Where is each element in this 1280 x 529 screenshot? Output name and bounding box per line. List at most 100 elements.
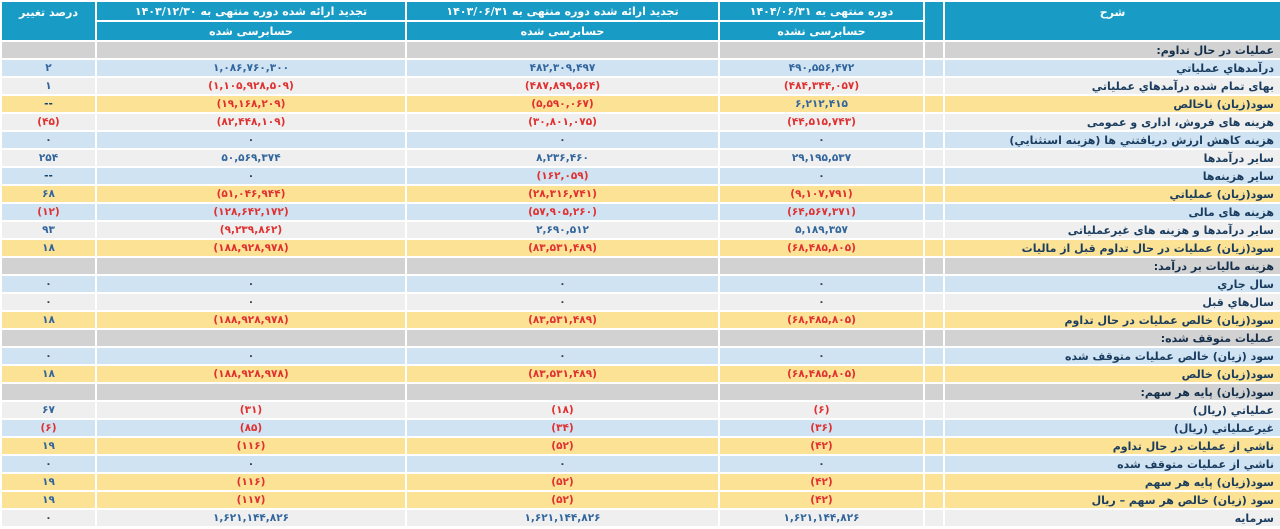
table-row: ناشي از عملیات در حال تداوم (۴۲) (۵۲) (۱۱۶)… [0,437,1279,455]
value-current-period: (۳۶) [717,419,922,437]
table-row: سود (زیان) خالص عملیات متوقف شده ۰ ۰ ۰ ۰ [0,347,1279,365]
spacer-cell [922,347,942,365]
value-restated-fullyear: (۳۱) [94,401,404,419]
value-restated-fullyear: (۸۲,۴۴۸,۱۰۹) [94,113,404,131]
spacer-cell [922,77,942,95]
section-row: عملیات متوقف شده: [0,329,1279,347]
spacer-cell [922,491,942,509]
table-row: سود (زیان) خالص هر سهم – ریال (۴۲) (۵۲) (۱۱… [0,491,1279,509]
value-restated-fullyear: ۰ [94,275,404,293]
spacer-cell [922,95,942,113]
table-row: سود(زیان) عملیات در حال تداوم قبل از مال… [0,239,1279,257]
value-restated-fullyear [94,383,404,401]
row-label: سایر درآمدها و هزینه های غیرعملیاتی [942,221,1279,239]
row-label: سود (زیان) خالص هر سهم – ریال [942,491,1279,509]
col-header-restated-halfyear: تجدید ارائه شده دوره منتهی به ۱۴۰۳/۰۶/۳۱ [404,1,717,21]
subheader-audited-fullyear: حسابرسی شده [94,21,404,41]
value-current-period: ۱,۶۲۱,۱۴۴,۸۲۶ [717,509,922,527]
row-label: سود(زیان) پایه هر سهم: [942,383,1279,401]
value-restated-fullyear: (۱۱۶) [94,473,404,491]
value-percent-change: ۱۹ [0,491,94,509]
value-restated-halfyear: ۰ [404,293,717,311]
value-current-period: ۶,۲۱۲,۴۱۵ [717,95,922,113]
value-percent-change [0,41,94,59]
value-current-period: ۰ [717,455,922,473]
spacer-cell [922,131,942,149]
row-label: سود(زیان) خالص [942,365,1279,383]
value-current-period: ۵,۱۸۹,۳۵۷ [717,221,922,239]
row-label: سایر هزینه‌ها [942,167,1279,185]
value-restated-halfyear: ۲,۶۹۰,۵۱۲ [404,221,717,239]
value-current-period [717,329,922,347]
table-row: سایر درآمدها ۲۹,۱۹۵,۵۳۷ ۸,۲۳۶,۴۶۰ ۵۰,۵۶۹,۳۷… [0,149,1279,167]
value-restated-halfyear: (۳۰,۸۰۱,۰۷۵) [404,113,717,131]
spacer-cell [922,203,942,221]
value-current-period: (۴۸۴,۳۴۴,۰۵۷) [717,77,922,95]
table-row: سال‌هاي قبل ۰ ۰ ۰ ۰ [0,293,1279,311]
row-label: درآمدهاي عملياتي [942,59,1279,77]
value-restated-fullyear [94,329,404,347]
value-restated-halfyear: (۵۲) [404,491,717,509]
value-percent-change: ۲۵۴ [0,149,94,167]
value-current-period: (۶۸,۴۸۵,۸۰۵) [717,365,922,383]
value-percent-change: -- [0,95,94,113]
value-percent-change: (۶) [0,419,94,437]
spacer-cell [922,455,942,473]
table-row: سرمایه ۱,۶۲۱,۱۴۴,۸۲۶ ۱,۶۲۱,۱۴۴,۸۲۶ ۱,۶۲۱,۱۴… [0,509,1279,527]
row-label: سایر درآمدها [942,149,1279,167]
spacer-cell [922,113,942,131]
value-restated-halfyear: (۸۳,۵۳۱,۴۸۹) [404,365,717,383]
value-percent-change: ۰ [0,455,94,473]
income-statement-table: شرح دوره منتهی به ۱۴۰۴/۰۶/۳۱ تجدید ارائه… [0,0,1280,528]
row-label: هزینه کاهش ارزش دریافتني ها (هزینه استثن… [942,131,1279,149]
value-percent-change: ۱۹ [0,473,94,491]
row-label: سرمایه [942,509,1279,527]
value-restated-fullyear: ۰ [94,347,404,365]
section-row: عملیات در حال تداوم: [0,41,1279,59]
table-row: غیرعملیاتي (ریال) (۳۶) (۳۴) (۸۵) (۶) [0,419,1279,437]
value-current-period: ۰ [717,167,922,185]
row-label: سود(زیان) ناخالص [942,95,1279,113]
value-percent-change: ۱۸ [0,311,94,329]
row-label: سود(زیان) عملیات در حال تداوم قبل از مال… [942,239,1279,257]
section-row: سود(زیان) پایه هر سهم: [0,383,1279,401]
spacer-cell [922,419,942,437]
value-restated-halfyear [404,257,717,275]
row-label: بهای تمام شده درآمدهاي عملياتي [942,77,1279,95]
spacer-cell [922,311,942,329]
table-header: شرح دوره منتهی به ۱۴۰۴/۰۶/۳۱ تجدید ارائه… [0,1,1279,41]
row-label: غیرعملیاتي (ریال) [942,419,1279,437]
value-restated-halfyear [404,383,717,401]
value-restated-fullyear: (۸۵) [94,419,404,437]
value-restated-fullyear: ۰ [94,167,404,185]
value-current-period: (۶۸,۴۸۵,۸۰۵) [717,239,922,257]
value-percent-change: ۶۷ [0,401,94,419]
spacer-cell [922,185,942,203]
value-percent-change: ۶۸ [0,185,94,203]
table-row: هزینه کاهش ارزش دریافتني ها (هزینه استثن… [0,131,1279,149]
value-current-period: (۹,۱۰۷,۷۹۱) [717,185,922,203]
subheader-audited-halfyear: حسابرسی شده [404,21,717,41]
value-percent-change: ۲ [0,59,94,77]
value-restated-halfyear: (۵۷,۹۰۵,۲۶۰) [404,203,717,221]
value-restated-halfyear: ۱,۶۲۱,۱۴۴,۸۲۶ [404,509,717,527]
value-current-period: (۴۲) [717,491,922,509]
value-current-period: ۰ [717,131,922,149]
value-percent-change: ۱۸ [0,239,94,257]
value-restated-fullyear: (۱۸۸,۹۲۸,۹۷۸) [94,311,404,329]
value-restated-halfyear: (۵,۵۹۰,۰۶۷) [404,95,717,113]
spacer-cell [922,41,942,59]
value-current-period: ۰ [717,347,922,365]
table-row: هزینه های مالی (۶۴,۵۶۷,۳۷۱) (۵۷,۹۰۵,۲۶۰) (۱… [0,203,1279,221]
value-percent-change: ۰ [0,509,94,527]
spacer-cell [922,383,942,401]
value-current-period: ۰ [717,293,922,311]
value-restated-halfyear: (۱۸) [404,401,717,419]
value-restated-fullyear [94,257,404,275]
value-restated-halfyear [404,41,717,59]
value-percent-change: ۰ [0,275,94,293]
value-restated-fullyear: ۱,۰۸۶,۷۶۰,۳۰۰ [94,59,404,77]
value-restated-halfyear: ۰ [404,275,717,293]
table-row: بهای تمام شده درآمدهاي عملياتي (۴۸۴,۳۴۴,۰… [0,77,1279,95]
value-restated-halfyear: (۱۶۲,۰۵۹) [404,167,717,185]
